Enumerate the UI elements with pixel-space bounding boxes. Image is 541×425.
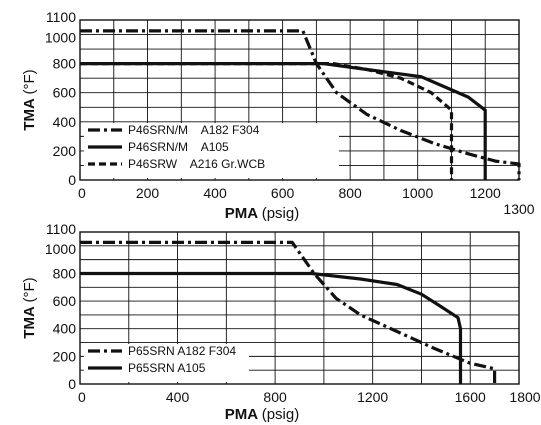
x-tick-label: 800 — [338, 185, 362, 201]
series-line-0 — [80, 29, 521, 180]
y-axis-title: TMA (°F) — [21, 69, 38, 130]
legend-entry: P65SRN A105 — [128, 361, 206, 375]
x-axis-title: PMA (psig) — [225, 406, 299, 423]
y-tick-label: 1100 — [46, 9, 76, 25]
y-tick-label: 600 — [53, 85, 77, 101]
x-tick-label: 1000 — [402, 185, 433, 201]
plot-frame — [79, 231, 520, 385]
y-tick-label: 1000 — [45, 30, 76, 46]
legend-box — [84, 123, 339, 178]
series-line-0 — [80, 240, 497, 384]
y-tick-label: 600 — [53, 293, 77, 309]
legend: P65SRN A182 F304 P65SRN A105 — [84, 344, 249, 382]
y-tick-label: 800 — [53, 265, 77, 281]
x-tick-label: 600 — [271, 185, 295, 201]
y-tick-label: 200 — [53, 348, 77, 364]
y-tick-label: 1000 — [45, 241, 76, 257]
x-tick-label: 1800 — [509, 389, 540, 405]
y-tick-label: 400 — [53, 321, 77, 337]
legend-entry: P65SRN A182 F304 — [128, 344, 236, 358]
x-tick-label: 800 — [263, 389, 287, 405]
x-tick-label: 1200 — [357, 389, 388, 405]
x-axis-unit: (psig) — [262, 205, 300, 222]
y-tick-label: 0 — [68, 172, 76, 188]
legend-entry: P46SRN/M A105 — [128, 140, 229, 154]
y-tick-label: 1100 — [46, 221, 76, 237]
y-tick-label: 200 — [53, 143, 77, 159]
series-line-1 — [80, 62, 487, 180]
x-axis-unit: (psig) — [262, 406, 300, 423]
y-tick-label: 0 — [68, 376, 76, 392]
x-axis-title: PMA (psig) — [225, 205, 299, 222]
legend: P46SRN/M A182 F304 P46SRN/M A105 P46SRW A2… — [84, 123, 339, 178]
legend-entry: P46SRN/M A182 F304 — [128, 123, 260, 137]
y-axis-label: TMA — [21, 95, 38, 131]
y-axis-title: TMA (°F) — [21, 277, 38, 338]
chart-p46: 0 200 400 600 800 1000 1100 0 200 400 600 800 1000 12… — [21, 9, 535, 222]
series-line-2 — [80, 62, 454, 180]
plot-frame — [79, 19, 520, 181]
y-tick-label: 800 — [53, 56, 77, 72]
x-tick-label: 1300 — [503, 201, 534, 217]
x-tick-label: 400 — [166, 389, 190, 405]
y-axis-unit: (°F) — [21, 69, 38, 94]
y-axis-unit: (°F) — [21, 277, 38, 302]
x-tick-label: 1200 — [470, 185, 501, 201]
x-tick-label: 200 — [136, 185, 160, 201]
y-tick-label: 400 — [53, 114, 77, 130]
series-line-1 — [80, 271, 463, 384]
x-axis-label: PMA — [225, 205, 262, 222]
x-tick-label: 0 — [78, 389, 86, 405]
y-axis-label: TMA — [21, 303, 38, 339]
chart-p65: 0 200 400 600 800 1000 1100 0 400 800 1200 1600 1800… — [21, 221, 541, 423]
x-tick-label: 400 — [203, 185, 227, 201]
legend-entry: P46SRW A216 Gr.WCB — [128, 157, 265, 171]
x-axis-label: PMA — [225, 406, 262, 423]
x-tick-label: 0 — [78, 185, 86, 201]
x-tick-label: 1600 — [455, 389, 486, 405]
